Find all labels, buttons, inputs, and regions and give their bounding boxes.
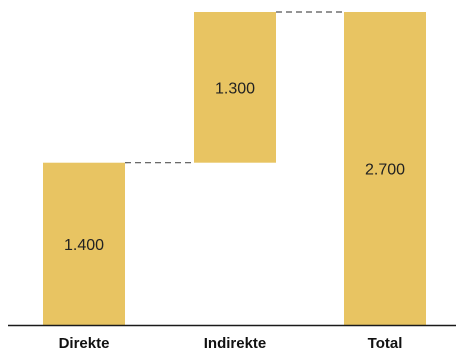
category-label-group: Direkte Indirekte Total	[59, 335, 403, 352]
bar-group	[43, 12, 426, 325]
bar-total	[344, 12, 426, 325]
bar-indirekte	[194, 12, 276, 163]
category-label-total: Total	[368, 335, 403, 352]
value-label-total: 2.700	[365, 162, 405, 179]
value-label-direkte: 1.400	[64, 237, 104, 254]
value-label-group: 1.400 1.300 2.700	[64, 80, 405, 254]
category-label-indirekte: Indirekte	[204, 335, 267, 352]
connector-group	[125, 11, 344, 164]
bar-direkte	[43, 162, 125, 325]
category-label-direkte: Direkte	[59, 335, 110, 352]
value-label-indirekte: 1.300	[215, 80, 255, 97]
